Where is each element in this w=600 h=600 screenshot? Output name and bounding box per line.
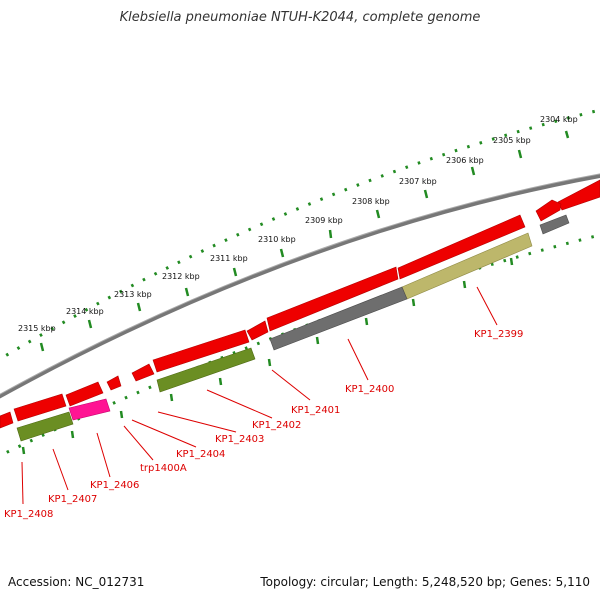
inner-tick [21,446,26,455]
scale-label: 2306 kbp [446,156,484,165]
scale-label: 2315 kbp [18,324,56,333]
leader-line [123,425,154,461]
scale-major-ticks [39,130,570,352]
gene-label-kp1-2406[interactable]: KP1_2406 [90,480,139,491]
scale-label: 2308 kbp [352,197,390,206]
gene-arrow[interactable] [131,363,155,382]
gene-arrow[interactable] [535,199,562,222]
gene-label-kp1-2400[interactable]: KP1_2400 [345,384,394,395]
leader-line [347,338,369,381]
scale-label: 2313 kbp [114,290,152,299]
major-tick [423,189,429,199]
gene-arrow[interactable] [13,393,67,422]
feature-bar-olive[interactable] [16,411,74,442]
leader-line [157,411,237,433]
gene-label-kp1-2407[interactable]: KP1_2407 [48,494,97,505]
major-tick [375,209,381,219]
label-leaders [21,286,498,505]
gene-label-kp1-2403[interactable]: KP1_2403 [215,434,264,445]
major-tick [136,302,142,312]
leader-line [131,419,197,448]
gene-arrow[interactable] [397,214,526,280]
major-tick [232,267,238,277]
gene-arrow[interactable] [106,375,122,391]
gene-arrow[interactable] [0,411,14,429]
leader-line [476,286,498,326]
inner-tick [462,280,467,289]
inner-tick [70,430,75,439]
inner-tick [267,358,272,367]
scale-label: 2312 kbp [162,272,200,281]
gene-labels: KP1_2399 KP1_2400 KP1_2401 KP1_2402 KP1_… [4,329,523,520]
inner-ring-ticks [21,257,514,455]
major-tick [517,149,523,159]
scale-label: 2314 kbp [66,307,104,316]
major-tick [328,229,333,239]
major-tick [87,319,93,329]
major-tick [184,287,190,297]
feature-bar-gray[interactable] [269,286,408,351]
genome-backbone [0,173,600,399]
gene-arrow[interactable] [65,381,104,407]
scale-label: 2307 kbp [399,177,437,186]
inner-tick [119,410,124,419]
leader-line [271,369,311,401]
gene-arrow[interactable] [246,320,269,341]
leader-line [52,448,69,491]
major-tick [564,130,570,139]
feature-bar-magenta[interactable] [68,398,111,421]
scale-label: 2310 kbp [258,235,296,244]
scale-label: 2309 kbp [305,216,343,225]
genome-summary: Topology: circular; Length: 5,248,520 bp… [260,575,590,589]
inner-tick [315,336,320,345]
gene-arrow[interactable] [557,179,600,211]
scale-labels: 2304 kbp 2305 kbp 2306 kbp 2307 kbp 2308… [18,115,578,333]
major-tick [470,166,476,176]
gene-arrow[interactable] [152,329,250,373]
inner-tick [218,377,223,386]
gene-label-kp1-2402[interactable]: KP1_2402 [252,420,301,431]
major-tick [279,248,285,258]
gene-label-trp1400a[interactable]: trp1400A [140,463,187,474]
leader-line [96,432,111,478]
accession-label: Accession: NC_012731 [8,575,145,589]
feature-bar-olive[interactable] [156,347,256,393]
scale-label: 2304 kbp [540,115,578,124]
inner-tick [169,393,174,402]
gene-label-kp1-2408[interactable]: KP1_2408 [4,509,53,520]
leader-line [206,389,273,419]
map-title: Klebsiella pneumoniae NTUH-K2044, comple… [119,10,481,25]
gene-label-kp1-2404[interactable]: KP1_2404 [176,449,225,460]
inner-tick [411,298,416,307]
inner-tick [509,257,514,266]
inner-tick [364,317,369,326]
genome-backbone-highlight [0,173,600,395]
gene-arrows [0,179,600,429]
feature-bar-gray[interactable] [539,214,570,235]
gene-label-kp1-2399[interactable]: KP1_2399 [474,329,523,340]
gene-arrow[interactable] [266,266,399,332]
leader-line [21,461,24,505]
major-tick [39,342,45,352]
gene-label-kp1-2401[interactable]: KP1_2401 [291,405,340,416]
scale-label: 2311 kbp [210,254,248,263]
scale-label: 2305 kbp [493,136,531,145]
